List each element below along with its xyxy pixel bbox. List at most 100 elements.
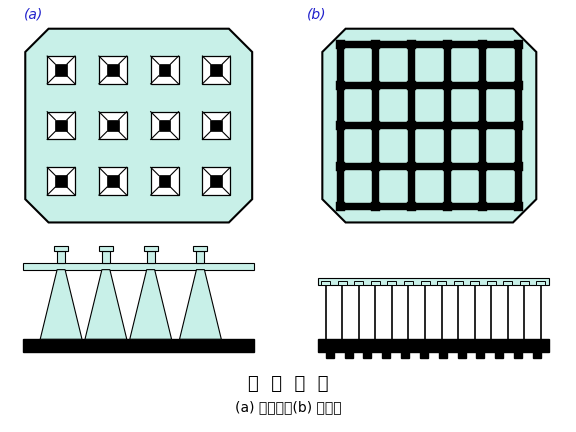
Bar bbox=[54, 246, 68, 251]
Bar bbox=[388, 280, 396, 285]
Bar bbox=[514, 81, 523, 89]
Bar bbox=[99, 112, 127, 140]
Bar bbox=[318, 278, 549, 285]
Bar bbox=[408, 44, 415, 206]
Bar bbox=[483, 44, 518, 85]
Bar bbox=[151, 112, 179, 140]
Bar bbox=[411, 166, 447, 206]
Bar bbox=[520, 280, 529, 285]
Bar bbox=[476, 352, 484, 358]
Bar bbox=[514, 352, 522, 358]
Bar bbox=[487, 280, 495, 285]
Bar bbox=[196, 251, 204, 263]
Bar bbox=[442, 121, 452, 130]
Bar bbox=[99, 56, 127, 84]
Bar bbox=[470, 280, 479, 285]
Bar bbox=[336, 40, 344, 49]
Bar bbox=[372, 202, 380, 211]
Bar bbox=[457, 352, 465, 358]
Bar bbox=[533, 352, 541, 358]
Bar bbox=[420, 352, 428, 358]
Bar bbox=[407, 202, 416, 211]
Bar bbox=[407, 40, 416, 49]
Bar bbox=[536, 280, 545, 285]
Bar bbox=[514, 40, 523, 49]
Bar bbox=[447, 85, 483, 126]
Bar bbox=[340, 203, 518, 210]
Polygon shape bbox=[85, 270, 127, 339]
Bar bbox=[107, 120, 119, 131]
Bar bbox=[363, 352, 372, 358]
Bar bbox=[340, 122, 518, 129]
Bar bbox=[478, 202, 487, 211]
Bar bbox=[442, 81, 452, 89]
Bar bbox=[23, 339, 254, 352]
Bar bbox=[442, 162, 452, 171]
Bar bbox=[340, 41, 518, 48]
Bar bbox=[107, 175, 119, 187]
Bar bbox=[340, 85, 376, 126]
Bar bbox=[340, 82, 518, 89]
Bar bbox=[420, 280, 430, 285]
Bar bbox=[99, 167, 127, 195]
Bar bbox=[23, 263, 254, 270]
Bar bbox=[454, 280, 463, 285]
Bar bbox=[376, 166, 411, 206]
Bar bbox=[478, 40, 487, 49]
Bar bbox=[503, 280, 512, 285]
Bar bbox=[344, 352, 353, 358]
Polygon shape bbox=[130, 270, 172, 339]
Polygon shape bbox=[323, 29, 536, 222]
Bar bbox=[404, 280, 413, 285]
Bar bbox=[55, 175, 67, 187]
Bar bbox=[376, 85, 411, 126]
Bar bbox=[407, 121, 416, 130]
Bar bbox=[376, 44, 411, 85]
Bar bbox=[57, 251, 65, 263]
Bar bbox=[336, 121, 344, 130]
Bar bbox=[442, 202, 452, 211]
Bar bbox=[47, 56, 75, 84]
Bar bbox=[210, 120, 222, 131]
Bar bbox=[439, 352, 446, 358]
Bar bbox=[382, 352, 390, 358]
Bar bbox=[159, 175, 170, 187]
Bar bbox=[401, 352, 409, 358]
Bar bbox=[159, 120, 170, 131]
Bar bbox=[478, 81, 487, 89]
Bar bbox=[407, 81, 416, 89]
Bar bbox=[321, 280, 330, 285]
Bar bbox=[47, 167, 75, 195]
Bar bbox=[447, 126, 483, 166]
Polygon shape bbox=[25, 29, 252, 222]
Bar bbox=[478, 162, 487, 171]
Bar bbox=[194, 246, 207, 251]
Bar bbox=[159, 64, 170, 76]
Bar bbox=[407, 162, 416, 171]
Bar bbox=[318, 339, 549, 352]
Bar bbox=[483, 85, 518, 126]
Bar bbox=[143, 246, 158, 251]
Text: 筏  板  基  础: 筏 板 基 础 bbox=[248, 375, 328, 393]
Text: (a) 平板式；(b) 梁板式: (a) 平板式；(b) 梁板式 bbox=[234, 400, 342, 414]
Bar bbox=[336, 202, 344, 211]
Bar bbox=[372, 121, 380, 130]
Text: (b): (b) bbox=[307, 7, 327, 21]
Bar bbox=[47, 112, 75, 140]
Bar bbox=[55, 120, 67, 131]
Polygon shape bbox=[40, 270, 82, 339]
Bar bbox=[338, 280, 347, 285]
Bar bbox=[102, 251, 110, 263]
Bar bbox=[354, 280, 363, 285]
Bar bbox=[336, 81, 344, 89]
Bar bbox=[337, 44, 344, 206]
Bar bbox=[340, 162, 518, 169]
Polygon shape bbox=[180, 270, 221, 339]
Bar bbox=[478, 121, 487, 130]
Bar bbox=[444, 44, 450, 206]
Bar bbox=[514, 202, 523, 211]
Bar bbox=[411, 85, 447, 126]
Bar bbox=[372, 162, 380, 171]
Bar bbox=[151, 167, 179, 195]
Bar bbox=[210, 175, 222, 187]
